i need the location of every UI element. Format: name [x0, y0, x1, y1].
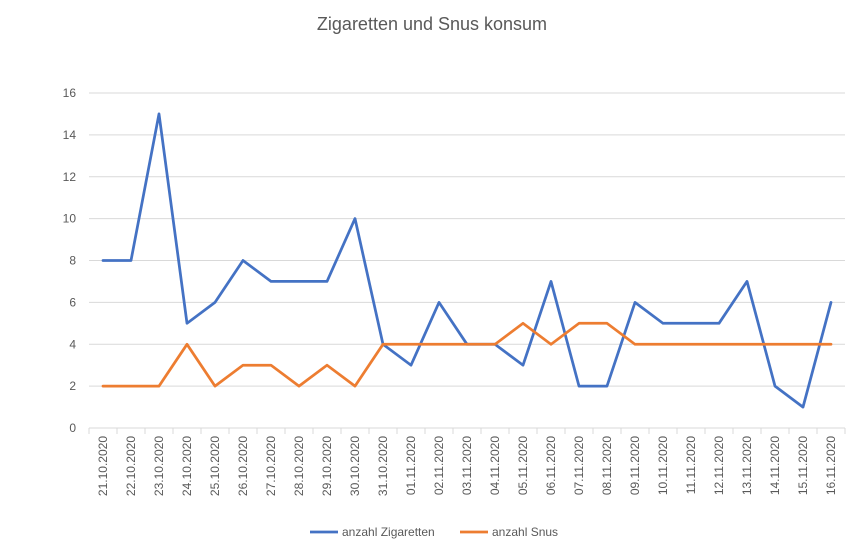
- x-tick-label: 09.11.2020: [628, 436, 642, 495]
- y-tick-label: 6: [69, 295, 76, 309]
- y-tick-label: 2: [69, 379, 76, 393]
- legend-label: anzahl Zigaretten: [342, 525, 435, 539]
- x-tick-label: 23.10.2020: [152, 436, 166, 496]
- y-tick-label: 14: [63, 128, 77, 142]
- x-tick-label: 01.11.2020: [404, 436, 418, 495]
- x-tick-label: 06.11.2020: [544, 436, 558, 495]
- x-tick-label: 10.11.2020: [656, 436, 670, 495]
- x-tick-label: 14.11.2020: [768, 436, 782, 495]
- x-tick-label: 16.11.2020: [824, 436, 838, 495]
- x-tick-label: 07.11.2020: [572, 436, 586, 495]
- legend: anzahl Zigaretten anzahl Snus: [310, 525, 558, 539]
- x-tick-label: 03.11.2020: [460, 436, 474, 495]
- y-tick-label: 10: [63, 212, 77, 226]
- x-tick-label: 12.11.2020: [712, 436, 726, 495]
- x-tick-label: 05.11.2020: [516, 436, 530, 495]
- x-tick-label: 24.10.2020: [180, 436, 194, 496]
- series-1: [101, 321, 833, 388]
- x-tick-label: 21.10.2020: [96, 436, 110, 496]
- x-tick-label: 26.10.2020: [236, 436, 250, 496]
- legend-label: anzahl Snus: [492, 525, 558, 539]
- y-tick-label: 0: [69, 421, 76, 435]
- x-tick-label: 08.11.2020: [600, 436, 614, 495]
- x-tick-label: 25.10.2020: [208, 436, 222, 496]
- series-line: [101, 321, 833, 388]
- x-tick-label: 13.11.2020: [740, 436, 754, 495]
- chart-title: Zigaretten und Snus konsum: [317, 14, 547, 34]
- x-tick-label: 27.10.2020: [264, 436, 278, 496]
- y-tick-label: 12: [63, 170, 77, 184]
- y-tick-label: 4: [69, 337, 76, 351]
- x-tick-label: 31.10.2020: [376, 436, 390, 496]
- x-tick-label: 30.10.2020: [348, 436, 362, 496]
- series-lines: [101, 112, 833, 409]
- y-tick-label: 8: [69, 254, 76, 268]
- x-tick-label: 04.11.2020: [488, 436, 502, 495]
- x-axis-ticks: 21.10.2020 22.10.2020 23.10.2020 24.10.2020…: [88, 428, 846, 496]
- x-tick-label: 28.10.2020: [292, 436, 306, 496]
- x-tick-label: 15.11.2020: [796, 436, 810, 495]
- x-tick-label: 11.11.2020: [684, 436, 698, 495]
- gridlines: [89, 92, 845, 429]
- y-axis-ticks: 0 2 4 6 8 10 12 14 16: [63, 86, 77, 435]
- x-tick-label: 22.10.2020: [124, 436, 138, 496]
- y-tick-label: 16: [63, 86, 77, 100]
- x-tick-label: 02.11.2020: [432, 436, 446, 495]
- x-tick-label: 29.10.2020: [320, 436, 334, 496]
